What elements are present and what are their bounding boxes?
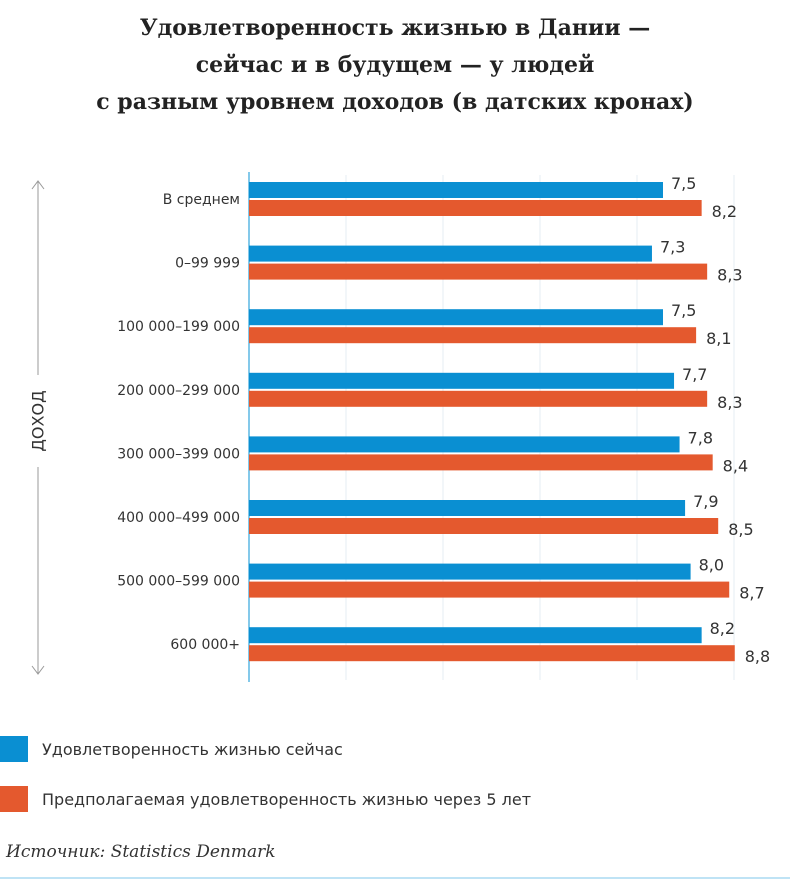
bar-future bbox=[249, 390, 708, 407]
y-axis-label: ДОХОД bbox=[29, 390, 48, 451]
data-label: 8,4 bbox=[723, 456, 748, 475]
bar-chart: ДОХОД В среднем 7,5 8,2 0–99 999 7,3 8,3 100 00… bbox=[28, 172, 770, 682]
legend-item-current: Удовлетворенность жизнью сейчас bbox=[0, 736, 343, 762]
bar-future bbox=[249, 263, 708, 280]
bar-future bbox=[249, 200, 702, 216]
title-line: Удовлетворенность жизнью в Дании — bbox=[139, 15, 651, 41]
bar-current bbox=[249, 245, 652, 262]
bar-current bbox=[249, 309, 663, 326]
bar-future bbox=[249, 327, 697, 344]
source-note: Источник: Statistics Denmark bbox=[6, 842, 276, 862]
data-label: 8,2 bbox=[712, 202, 737, 221]
axis-label-background bbox=[28, 375, 48, 467]
bar-current bbox=[249, 182, 663, 198]
data-label: 8,3 bbox=[717, 266, 742, 285]
bar-future bbox=[249, 454, 713, 471]
category-label: 600 000+ bbox=[170, 637, 240, 653]
data-label: 7,5 bbox=[671, 174, 696, 193]
data-label: 7,5 bbox=[671, 301, 696, 320]
data-label: 8,1 bbox=[706, 329, 731, 348]
category-label: В среднем bbox=[163, 192, 240, 208]
title-line: сейчас и в будущем — у людей bbox=[195, 52, 595, 78]
legend-label: Удовлетворенность жизнью сейчас bbox=[42, 739, 343, 759]
category-label: 0–99 999 bbox=[175, 256, 240, 272]
chart-title: Удовлетворенность жизнью в Дании — сейча… bbox=[0, 10, 790, 121]
title-line: с разным уровнем доходов (в датских крон… bbox=[96, 89, 694, 115]
category-label: 500 000–599 000 bbox=[117, 574, 240, 590]
data-label: 7,3 bbox=[660, 238, 685, 257]
data-label: 8,7 bbox=[739, 584, 764, 603]
bar-current bbox=[249, 563, 691, 580]
bar-future bbox=[249, 581, 730, 598]
data-label: 8,2 bbox=[710, 619, 735, 638]
data-label: 7,7 bbox=[682, 365, 707, 384]
legend-swatch bbox=[0, 736, 28, 762]
bar-current bbox=[249, 627, 702, 644]
category-label: 400 000–499 000 bbox=[117, 510, 240, 526]
bottom-divider bbox=[0, 877, 790, 879]
arrow-down-icon bbox=[31, 665, 45, 675]
legend-label: Предполагаемая удовлетворенность жизнью … bbox=[42, 789, 532, 809]
arrow-up-icon bbox=[31, 180, 45, 190]
data-label: 7,9 bbox=[693, 492, 718, 511]
data-label: 7,8 bbox=[688, 428, 713, 447]
data-label: 8,5 bbox=[728, 520, 753, 539]
data-label: 8,8 bbox=[745, 647, 770, 666]
data-label: 8,0 bbox=[699, 556, 724, 575]
category-label: 100 000–199 000 bbox=[117, 319, 240, 335]
bar-future bbox=[249, 645, 735, 662]
bar-current bbox=[249, 436, 680, 453]
bar-current bbox=[249, 372, 675, 389]
bar-future bbox=[249, 518, 719, 534]
data-label: 8,3 bbox=[717, 393, 742, 412]
bar-current bbox=[249, 500, 686, 516]
legend-swatch bbox=[0, 786, 28, 812]
category-label: 200 000–299 000 bbox=[117, 383, 240, 399]
category-label: 300 000–399 000 bbox=[117, 446, 240, 462]
legend-item-future: Предполагаемая удовлетворенность жизнью … bbox=[0, 786, 531, 812]
